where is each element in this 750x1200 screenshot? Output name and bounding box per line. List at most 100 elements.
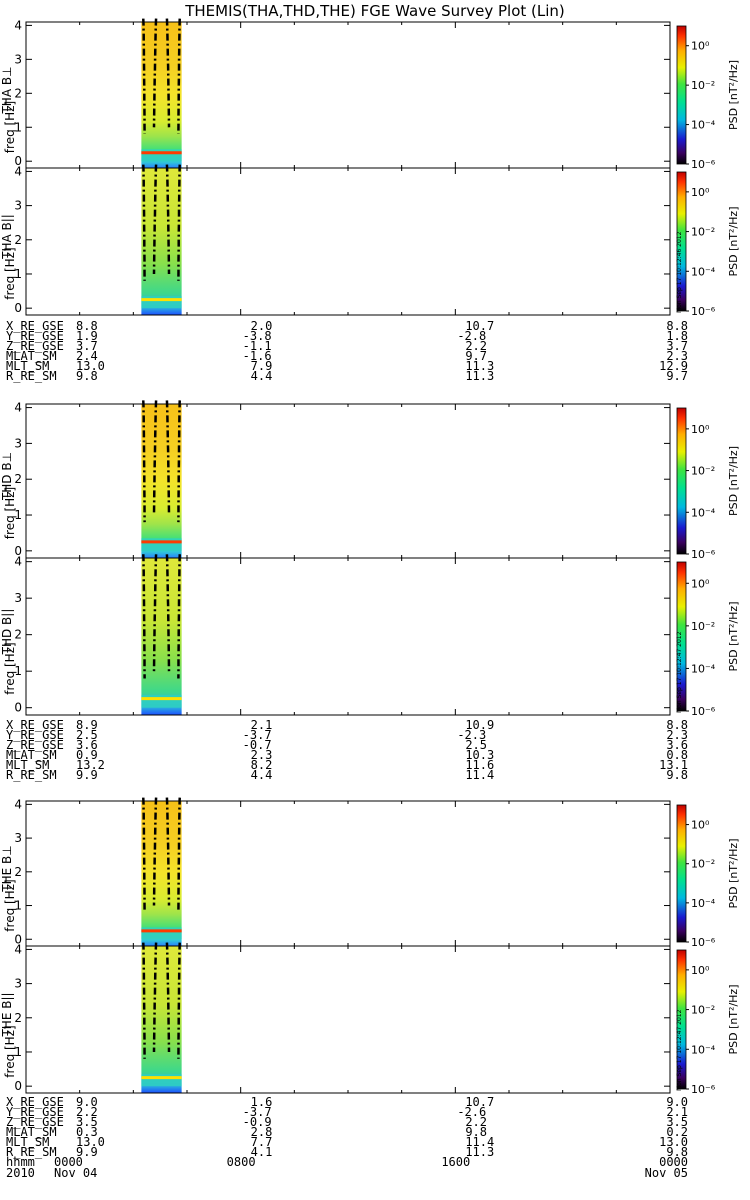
- panel-frame: [25, 557, 671, 716]
- ephemeris-value: 13.1: [659, 758, 688, 772]
- ephemeris-value: -0.7: [242, 738, 272, 752]
- panel-frame: [25, 21, 671, 169]
- gyrofrequency-curve: [142, 400, 146, 523]
- ephemeris-value: 11.4: [465, 1135, 495, 1149]
- ephemeris-value: 4.1: [250, 1145, 273, 1159]
- y-tick-label: 2: [14, 86, 22, 100]
- x-axis-labels: hhmm 0000 0800 1600 0000 2010 Nov 04 Nov 05: [6, 1156, 696, 1180]
- colorbar: [676, 407, 687, 555]
- panel-yunit: freq [Hz]: [3, 1025, 17, 1077]
- gyrofrequency-curve: [152, 164, 158, 275]
- ephemeris-row: Y_RE_GSE 1.9 -3.8 -2.8 1.8: [6, 329, 696, 343]
- spectrogram-block: [141, 801, 182, 946]
- colorbar-label: PSD [nT²/Hz]: [727, 838, 740, 908]
- ephemeris-label: MLAT_SM: [6, 748, 57, 762]
- x-axis-row-label: 2010: [6, 1166, 35, 1180]
- ephemeris-value: 13.0: [76, 1135, 105, 1149]
- y-tick-label: 3: [14, 199, 22, 213]
- spectrogram-block: [141, 168, 182, 315]
- gyrofrequency-curve: [177, 18, 182, 135]
- ephemeris-label: Z_RE_GSE: [6, 738, 64, 752]
- ephemeris-value: 7.7: [250, 1135, 273, 1149]
- gyrofrequency-curve: [142, 797, 146, 913]
- ephemeris-value: 11.4: [465, 768, 495, 782]
- gyrofrequency-curve: [142, 18, 146, 135]
- y-tick-label: 1: [14, 664, 22, 678]
- y-tick-label: 1: [14, 508, 22, 522]
- colorbar-tick-label: 10⁻⁴: [691, 1043, 716, 1056]
- colorbar-tick-label: 10⁻⁴: [691, 265, 716, 278]
- colorbar-tick-label: 10⁻²: [691, 226, 715, 239]
- panel-ylabel: THD B||: [0, 609, 14, 656]
- ephemeris-value: 13.0: [76, 359, 105, 373]
- colorbar-tick-label: 10⁰: [691, 577, 710, 590]
- y-tick-label: 3: [14, 436, 22, 450]
- colorbar-tick-label: 10⁻⁶: [691, 548, 716, 561]
- ephemeris-value: 13.0: [659, 1135, 688, 1149]
- ephemeris-value: 10.3: [465, 748, 495, 762]
- panel-frame: [25, 945, 671, 1094]
- ephemeris-label: MLT_SM: [6, 359, 50, 373]
- colorbar-label: PSD [nT²/Hz]: [727, 60, 740, 130]
- panel-5: 0 1 2 3 4 THE B⊥freq [Hz] 10⁰ 10⁻² 10⁻⁴ 10⁻⁶ PSD […: [0, 797, 740, 949]
- gyrofrequency-curve: [177, 164, 182, 281]
- ephemeris-label: R_RE_SM: [6, 768, 57, 782]
- ephemeris-value: -2.3: [457, 728, 487, 742]
- low-frequency-band: [141, 927, 182, 940]
- ephemeris-table-tha: X_RE_GSE 8.8 2.0 10.7 8.8 Y_RE_GSE 1.9 -3.8 -2.8…: [6, 319, 696, 382]
- ephemeris-value: 9.7: [465, 349, 488, 363]
- ephemeris-row: MLAT_SM 2.4 -1.6 9.7 2.3: [6, 349, 696, 363]
- colorbar-tick-label: 10⁻²: [691, 1004, 715, 1017]
- colorbar-tick-label: 10⁻²: [691, 465, 715, 478]
- ephemeris-label: Z_RE_GSE: [6, 1115, 64, 1129]
- ephemeris-table-thd: X_RE_GSE 8.9 2.1 10.9 8.8 Y_RE_GSE 2.5 -3.7 -2.3…: [6, 718, 696, 782]
- panel-frame: [25, 800, 671, 947]
- y-tick-label: 2: [14, 472, 22, 486]
- ephemeris-row: MLT_SM 13.2 8.2 11.6 13.1: [6, 758, 696, 772]
- ephemeris-value: -2.8: [457, 329, 487, 343]
- colorbar-tick-label: 10⁻²: [691, 79, 715, 92]
- ephemeris-row: Z_RE_GSE 3.6 -0.7 2.5 3.6: [6, 738, 696, 752]
- panel-yunit: freq [Hz]: [3, 101, 17, 153]
- ephemeris-value: 3.7: [76, 339, 98, 353]
- low-frequency-band: [141, 694, 182, 708]
- panel-frame: [25, 167, 671, 316]
- ephemeris-label: Y_RE_GSE: [6, 728, 64, 742]
- colorbar-tick-label: 10⁻⁶: [691, 158, 716, 171]
- panel-frame: [25, 403, 671, 559]
- ephemeris-row: MLAT_SM 0.9 2.3 10.3 0.8: [6, 748, 696, 762]
- ephemeris-value: 2.3: [250, 748, 273, 762]
- panel-yunit: freq [Hz]: [3, 642, 17, 694]
- colorbar: [676, 804, 687, 943]
- ephemeris-value: 2.1: [250, 718, 273, 732]
- ephemeris-value: 0.3: [76, 1125, 98, 1139]
- ephemeris-value: 1.8: [666, 329, 688, 343]
- gyrofrequency-curve: [177, 554, 182, 679]
- ephemeris-label: X_RE_GSE: [6, 1095, 64, 1109]
- ephemeris-value: -2.6: [457, 1105, 487, 1119]
- ephemeris-row: Y_RE_GSE 2.2 -3.7 -2.6 2.1: [6, 1105, 696, 1119]
- spectrogram-block: [141, 404, 182, 558]
- ephemeris-label: R_RE_SM: [6, 1145, 57, 1159]
- panel-3: 0 1 2 3 4 THD B⊥freq [Hz] 10⁰ 10⁻² 10⁻⁴ 10⁻⁶ PSD […: [0, 400, 740, 561]
- ephemeris-row: MLAT_SM 0.3 2.8 9.8 0.2: [6, 1125, 696, 1139]
- x-tick-date: Nov 05: [644, 1166, 688, 1180]
- ephemeris-value: 9.0: [76, 1095, 98, 1109]
- low-frequency-band: [141, 538, 182, 551]
- colorbar-label: PSD [nT²/Hz]: [727, 206, 740, 276]
- ephemeris-value: 9.0: [666, 1095, 688, 1109]
- y-tick-label: 0: [14, 544, 22, 558]
- gyrofrequency-curve: [152, 18, 158, 128]
- panel-yunit: freq [Hz]: [3, 487, 17, 539]
- ephemeris-value: 8.8: [76, 319, 98, 333]
- colorbar-tick-label: 10⁻⁶: [691, 936, 716, 949]
- gyrofrequency-curve: [165, 18, 171, 128]
- y-tick-label: 1: [14, 1045, 22, 1059]
- ephemeris-value: 8.9: [76, 718, 98, 732]
- ephemeris-row: Y_RE_GSE 2.5 -3.7 -2.3 2.3: [6, 728, 696, 742]
- ephemeris-value: 8.2: [250, 758, 273, 772]
- y-tick-label: 4: [14, 797, 22, 811]
- ephemeris-value: 12.9: [659, 359, 688, 373]
- ephemeris-value: 13.2: [76, 758, 105, 772]
- colorbar-label: PSD [nT²/Hz]: [727, 446, 740, 516]
